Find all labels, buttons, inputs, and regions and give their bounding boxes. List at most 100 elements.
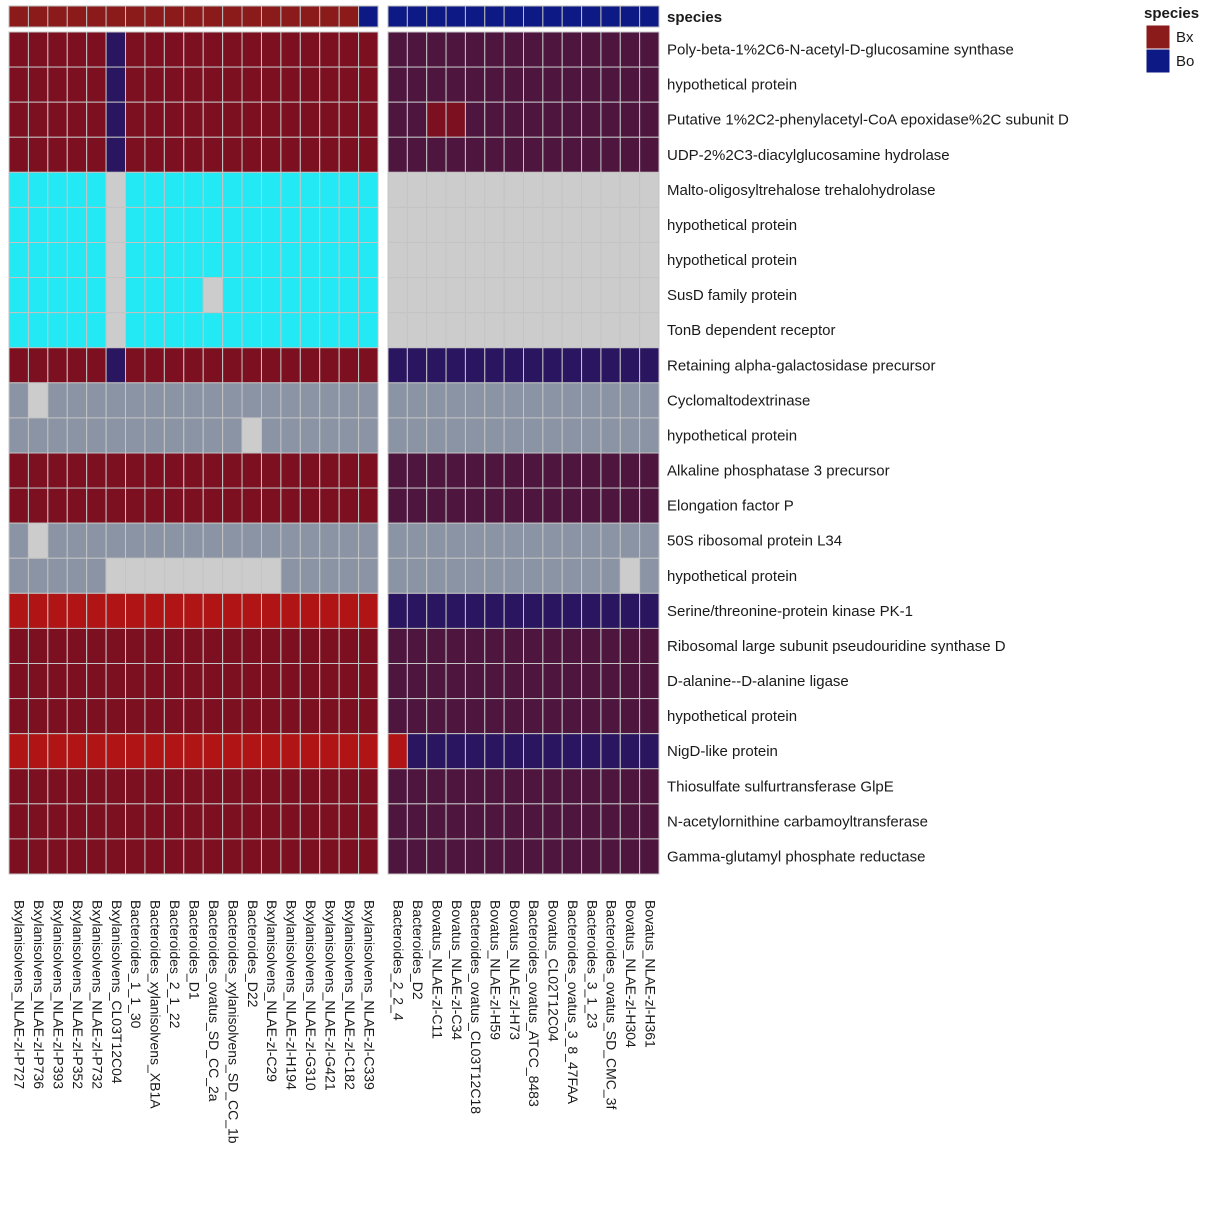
row-label: N-acetylornithine carbamoyltransferase <box>667 813 928 830</box>
heatmap-cell <box>581 592 602 629</box>
heatmap-cell <box>619 663 641 700</box>
heatmap-cell <box>464 382 486 419</box>
heatmap-cell <box>319 277 340 314</box>
heatmap-cell <box>523 803 544 840</box>
heatmap-cell <box>202 663 224 700</box>
heatmap-cell <box>464 417 486 454</box>
heatmap-cell <box>581 312 602 349</box>
heatmap-cell <box>144 522 165 559</box>
heatmap-cell <box>600 663 621 700</box>
heatmap-cell <box>299 698 321 735</box>
heatmap-cell <box>241 277 262 314</box>
heatmap-cell <box>503 803 524 840</box>
heatmap-cell <box>163 417 185 454</box>
heatmap-cell <box>222 382 243 419</box>
heatmap-cell <box>387 136 408 173</box>
heatmap-cell <box>222 838 243 875</box>
heatmap-cell <box>163 627 185 665</box>
heatmap-cell <box>299 733 321 770</box>
heatmap-cell <box>523 522 544 559</box>
heatmap-cell <box>183 733 204 770</box>
heatmap-cell <box>260 627 282 665</box>
heatmap-cell <box>144 101 165 138</box>
heatmap-cell <box>387 557 408 594</box>
heatmap-cell <box>542 277 563 314</box>
heatmap-cell <box>222 312 243 349</box>
legend-label: Bx <box>1176 29 1194 46</box>
heatmap-cell <box>66 382 88 419</box>
heatmap-cell <box>561 522 583 559</box>
heatmap-cell <box>358 452 379 489</box>
heatmap-cell <box>387 277 408 314</box>
heatmap-cell <box>280 592 301 629</box>
heatmap-cell <box>358 136 379 173</box>
heatmap-cell <box>260 171 282 208</box>
heatmap-cell <box>581 382 602 419</box>
heatmap-cell <box>260 838 282 875</box>
heatmap-cell <box>561 698 583 735</box>
annotation-cell <box>484 5 505 28</box>
heatmap-cell <box>105 487 127 524</box>
heatmap-cell <box>484 417 505 454</box>
column-label: Bxylanisolvens_NLAE-zl-P732 <box>89 900 105 1089</box>
heatmap-cell <box>484 312 505 349</box>
annotation-cell <box>639 5 660 28</box>
heatmap-cell <box>358 557 379 594</box>
heatmap-cell <box>619 417 641 454</box>
heatmap-cell <box>105 592 127 629</box>
heatmap-cell <box>464 136 486 173</box>
heatmap-cell <box>338 557 360 594</box>
heatmap-cell <box>125 557 146 594</box>
heatmap-cell <box>280 312 301 349</box>
heatmap-cell <box>47 663 68 700</box>
heatmap-cell <box>260 663 282 700</box>
heatmap-cell <box>581 242 602 279</box>
heatmap-cell <box>27 663 49 700</box>
heatmap-cell <box>338 592 360 629</box>
heatmap-cell <box>47 382 68 419</box>
heatmap-cell <box>280 242 301 279</box>
column-label: Bacteroides_2_1_22 <box>167 900 183 1029</box>
heatmap-cell <box>319 347 340 384</box>
heatmap-cell <box>183 627 204 665</box>
heatmap-cell <box>260 487 282 524</box>
heatmap-cell <box>47 627 68 665</box>
heatmap-cell <box>619 452 641 489</box>
heatmap-cell <box>105 382 127 419</box>
row-label: D-alanine--D-alanine ligase <box>667 673 849 690</box>
heatmap-cell <box>125 206 146 244</box>
heatmap-cell <box>260 206 282 244</box>
heatmap-cell <box>523 382 544 419</box>
heatmap-cell <box>241 522 262 559</box>
heatmap-cell <box>619 206 641 244</box>
heatmap-cell <box>105 768 127 805</box>
heatmap-cell <box>86 31 107 68</box>
heatmap-cell <box>619 277 641 314</box>
heatmap-cell <box>445 382 466 419</box>
heatmap-cell <box>86 663 107 700</box>
heatmap-cell <box>523 31 544 68</box>
heatmap-cell <box>523 171 544 208</box>
annotation-cell <box>503 5 524 28</box>
heatmap-cell <box>319 592 340 629</box>
heatmap-cell <box>222 417 243 454</box>
heatmap-cell <box>27 101 49 138</box>
heatmap-cell <box>86 838 107 875</box>
heatmap-cell <box>280 31 301 68</box>
heatmap-cell <box>484 768 505 805</box>
heatmap-cell <box>183 101 204 138</box>
heatmap-cell <box>183 803 204 840</box>
heatmap-cell <box>338 242 360 279</box>
heatmap-cell <box>260 66 282 103</box>
annotation-cell <box>387 5 408 28</box>
heatmap-cell <box>387 768 408 805</box>
heatmap-cell <box>503 417 524 454</box>
heatmap-cell <box>222 136 243 173</box>
heatmap-cell <box>66 452 88 489</box>
heatmap-cell <box>47 452 68 489</box>
heatmap-cell <box>8 698 29 735</box>
heatmap-cell <box>561 206 583 244</box>
heatmap-cell <box>406 768 428 805</box>
heatmap-cell <box>581 101 602 138</box>
heatmap-cell <box>464 803 486 840</box>
